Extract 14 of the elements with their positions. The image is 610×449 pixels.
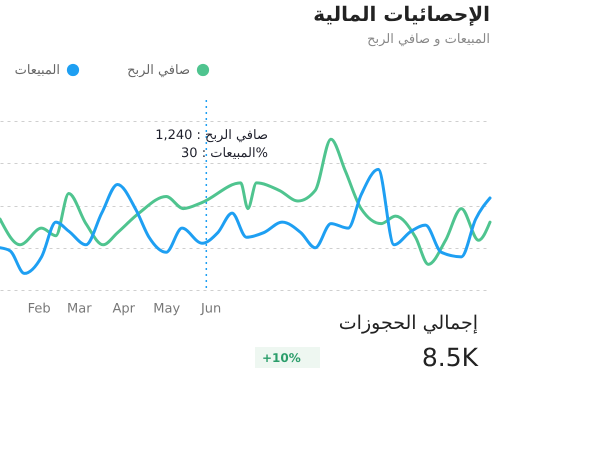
text: 8.5K bbox=[422, 343, 479, 372]
x-tick-label: Mar bbox=[67, 302, 92, 316]
text: إجمالي الحجوزات bbox=[338, 312, 478, 334]
x-tick-label: Jun bbox=[200, 302, 222, 316]
annotation: صافي الربح : 1,240 bbox=[155, 128, 268, 143]
x-tick-label: Apr bbox=[112, 302, 136, 316]
text: +10% bbox=[262, 351, 301, 365]
annotation: المبيعات : 30% bbox=[181, 146, 268, 161]
legend-label: المبيعات bbox=[14, 63, 60, 78]
chart-title: الإحصائيات المالية bbox=[313, 2, 490, 26]
x-tick-label: Feb bbox=[28, 302, 51, 316]
chart-subtitle: المبيعات و صافي الربح bbox=[367, 32, 490, 47]
x-tick-label: May bbox=[153, 302, 180, 316]
legend-label: صافي الربح bbox=[127, 63, 190, 78]
